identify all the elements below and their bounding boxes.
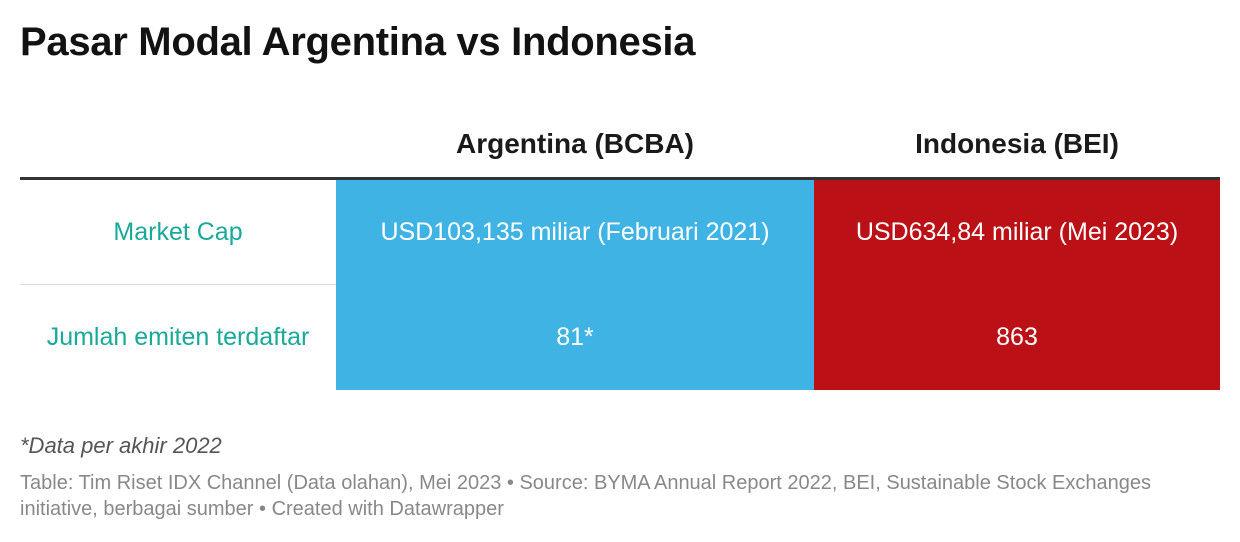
header-empty-cell <box>20 110 336 177</box>
header-argentina: Argentina (BCBA) <box>456 127 694 159</box>
row-label-market-cap: Market Cap <box>20 180 336 285</box>
source-note: Table: Tim Riset IDX Channel (Data olaha… <box>20 472 1151 520</box>
row-label-jumlah-emiten: Jumlah emiten terdaftar <box>46 323 310 351</box>
header-indonesia: Indonesia (BEI) <box>915 127 1119 159</box>
cell-indonesia-market-cap: USD634,84 miliar (Mei 2023) <box>814 180 1220 285</box>
cell-argentina-emiten: 81* <box>336 285 814 390</box>
table-header-row: Argentina (BCBA) Indonesia (BEI) <box>20 110 1220 180</box>
table-row: Jumlah emiten terdaftar 81* 863 <box>20 285 1220 390</box>
comparison-table: Argentina (BCBA) Indonesia (BEI) Market … <box>20 110 1220 390</box>
footnote: *Data per akhir 2022 <box>20 433 222 458</box>
table-row: Market Cap USD103,135 miliar (Februari 2… <box>20 180 1220 285</box>
chart-title: Pasar Modal Argentina vs Indonesia <box>20 20 696 64</box>
cell-argentina-market-cap: USD103,135 miliar (Februari 2021) <box>336 180 814 285</box>
cell-indonesia-emiten: 863 <box>814 285 1220 390</box>
